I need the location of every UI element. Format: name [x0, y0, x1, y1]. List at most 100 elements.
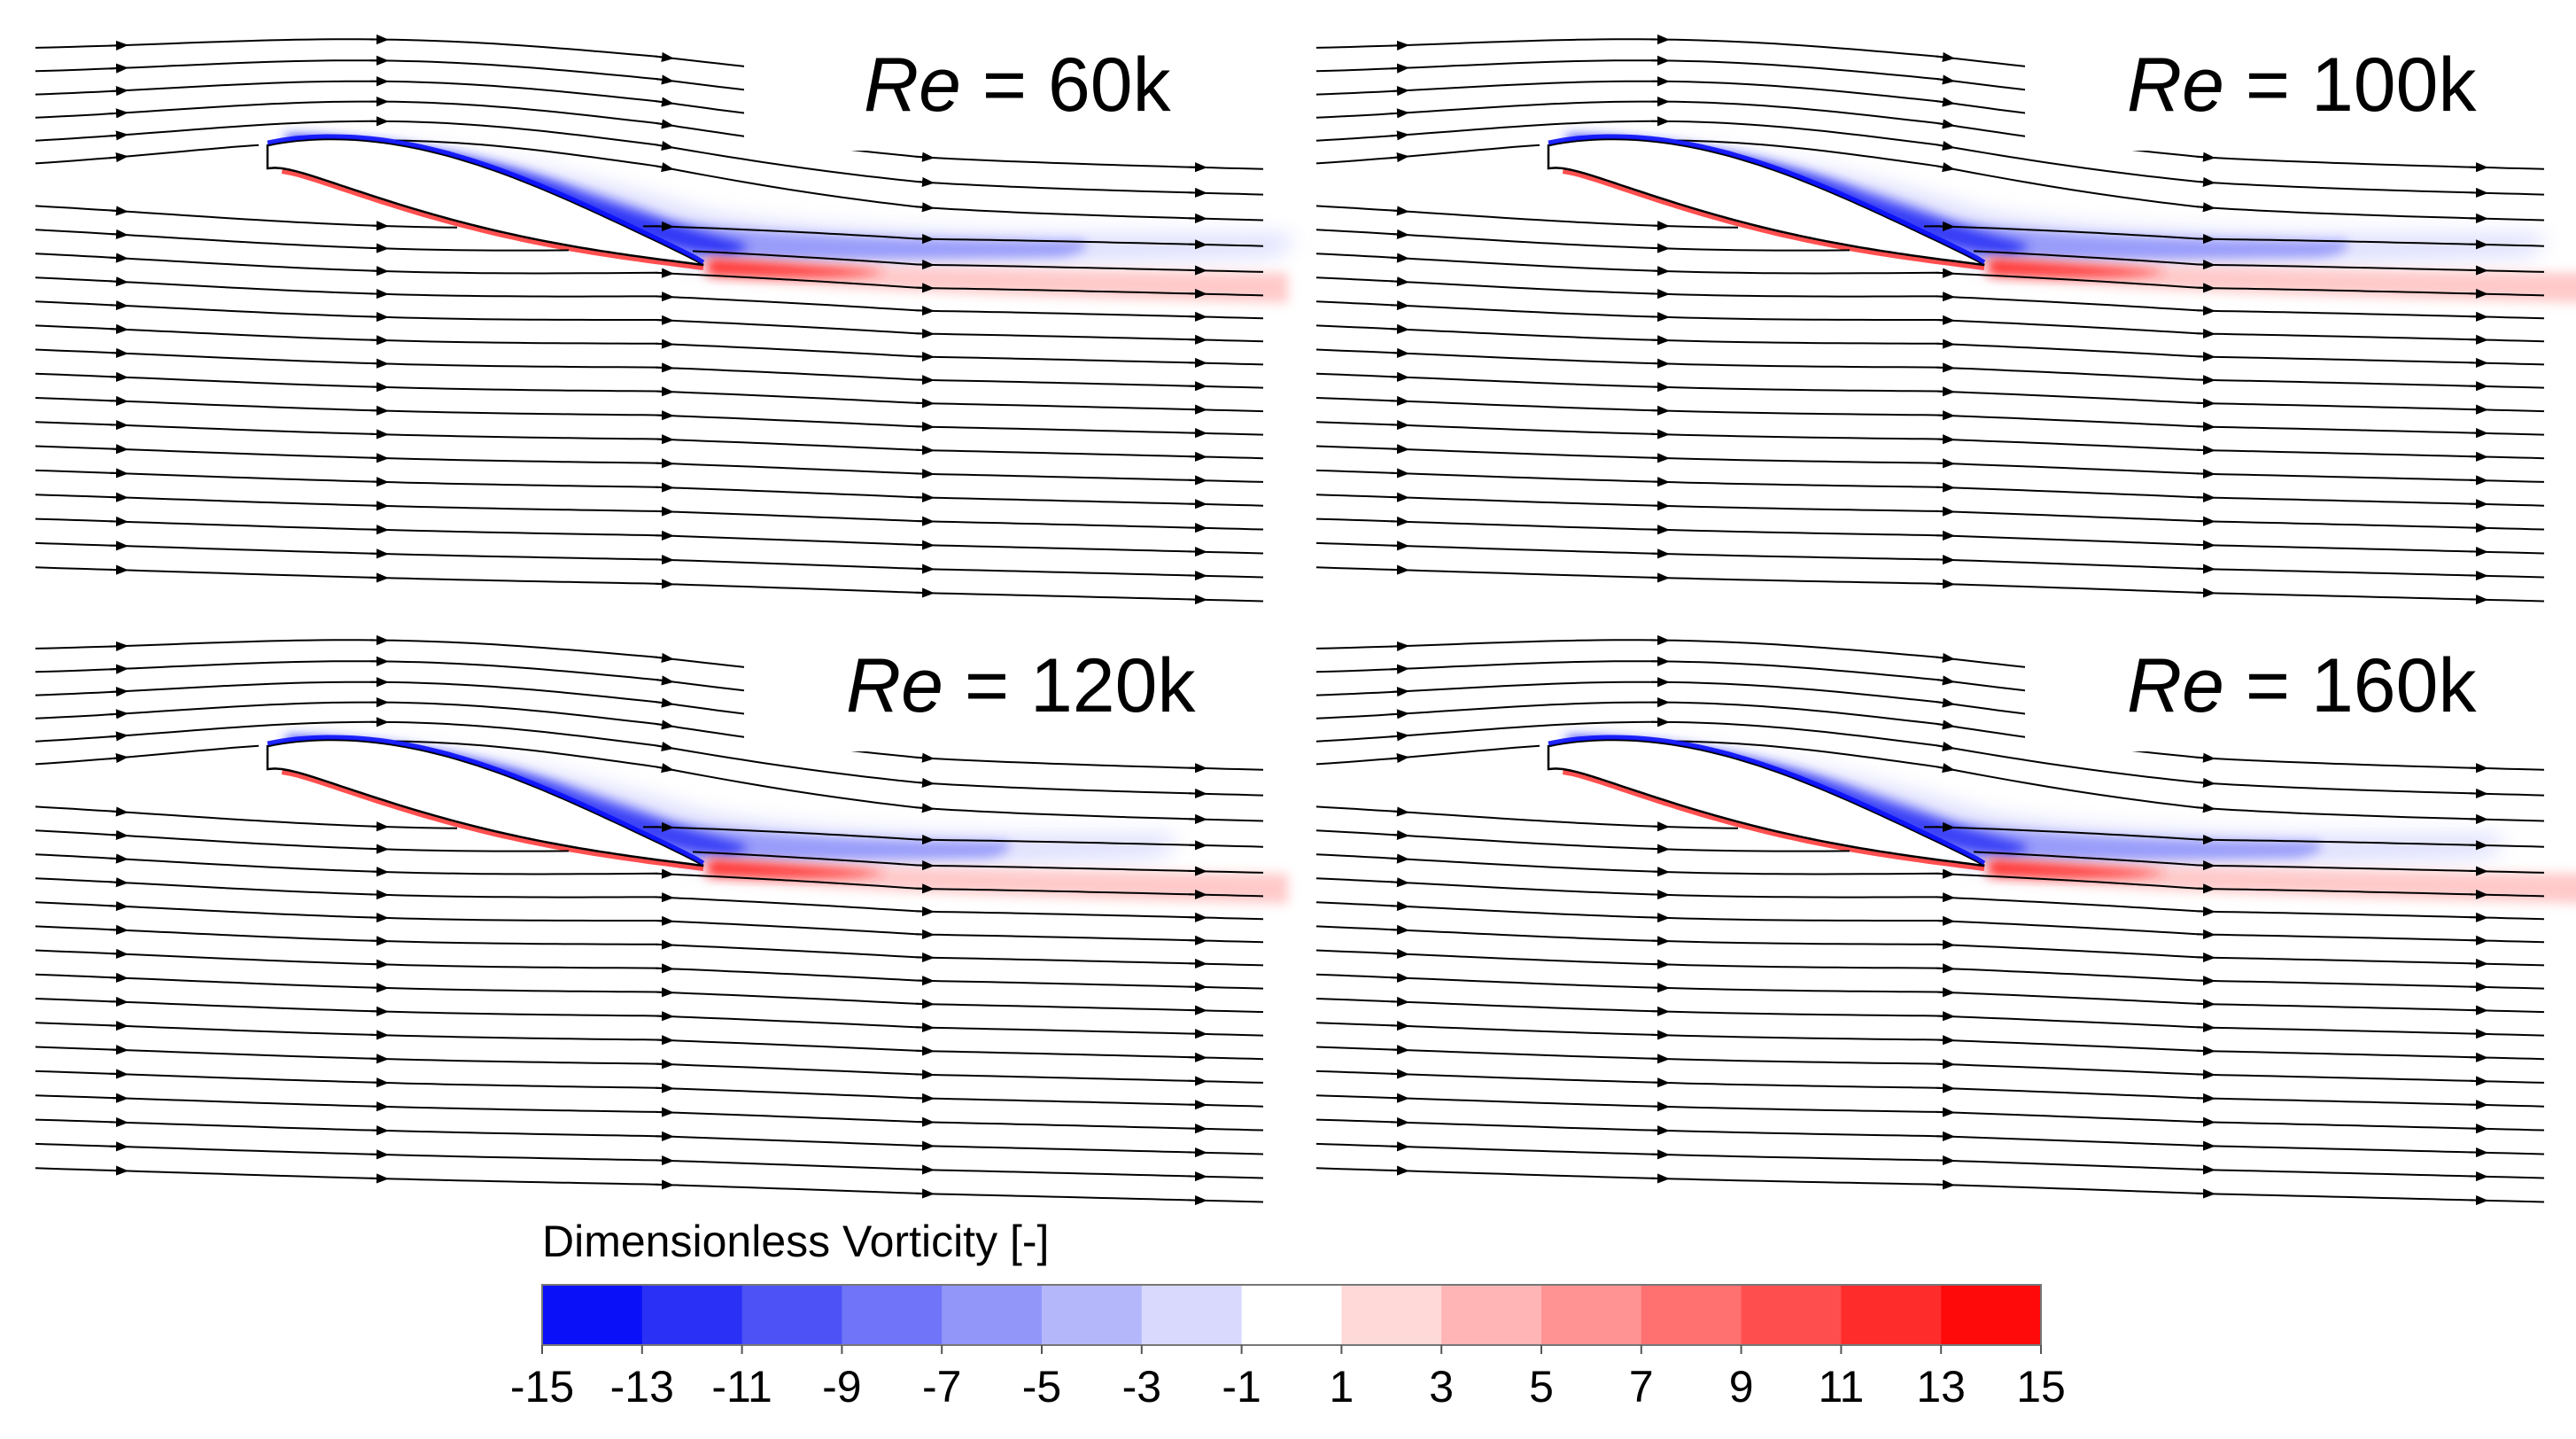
streamline-arrow: [369, 867, 389, 877]
streamline-arrow: [109, 948, 128, 959]
streamline-arrow: [1936, 1011, 1955, 1022]
panel-label: Re = 160k: [2127, 643, 2477, 728]
label-background: [744, 636, 1276, 751]
streamline-arrow: [2196, 202, 2215, 213]
streamline-arrow: [1390, 1069, 1409, 1079]
streamline-arrow: [915, 929, 935, 940]
streamline-arrow: [1390, 853, 1409, 864]
streamline-arrow: [655, 868, 674, 879]
streamline-arrow: [655, 434, 674, 445]
streamline-arrow: [655, 963, 674, 974]
airfoil: [1547, 735, 1986, 867]
streamline-arrow: [1936, 162, 1955, 173]
streamline: [1315, 494, 2545, 531]
streamline-arrow: [655, 119, 674, 129]
streamline: [35, 566, 1264, 603]
streamline-arrow: [1390, 419, 1409, 431]
colorbar-swatch: [842, 1285, 943, 1345]
streamline-arrow: [109, 687, 128, 697]
streamline-arrow: [655, 482, 674, 493]
streamline: [35, 421, 1264, 460]
streamline-arrow: [1936, 963, 1955, 974]
streamline-arrow: [1390, 63, 1409, 74]
streamline-arrow: [109, 86, 128, 97]
streamline-arrow: [915, 469, 935, 479]
streamline-arrow: [915, 421, 935, 432]
streamline: [1315, 1022, 2545, 1061]
streamline-arrow: [1936, 506, 1955, 517]
streamline-arrow: [915, 1022, 935, 1033]
streamline-arrow: [655, 386, 674, 397]
positive-vorticity-core: [1990, 860, 2167, 878]
streamline-arrow: [109, 709, 128, 720]
streamline: [35, 517, 1264, 555]
streamline: [35, 925, 1264, 967]
lower-surface-vorticity: [1562, 769, 1985, 871]
upper-surface-vorticity: [267, 735, 705, 866]
streamline: [35, 397, 1264, 436]
colorbar-tick-label: -9: [822, 1362, 861, 1412]
streamline-arrow: [1936, 1155, 1955, 1166]
streamline-arrow: [655, 915, 674, 926]
colorbar-tick-label: 5: [1529, 1362, 1554, 1412]
streamline-arrow: [655, 458, 674, 469]
streamline-arrow: [1390, 323, 1409, 334]
streamline: [35, 541, 1264, 579]
colorbar-tick-label: 11: [1818, 1362, 1864, 1412]
colorbar-swatch: [1341, 1285, 1442, 1345]
streamline: [35, 120, 1264, 196]
streamline-arrow: [1390, 877, 1409, 888]
streamline-arrow: [369, 221, 389, 231]
positive-vorticity-core: [709, 259, 886, 277]
streamline-arrow: [1936, 1035, 1955, 1046]
label-background: [2025, 636, 2557, 751]
streamline: [1315, 1142, 2545, 1179]
streamline-arrow: [915, 777, 935, 789]
lower-surface-vorticity: [281, 168, 704, 270]
upper-surface-vorticity: [267, 134, 705, 265]
streamline-arrow: [1936, 119, 1955, 129]
streamline: [1315, 853, 2545, 898]
streamline-arrow: [1936, 763, 1955, 774]
streamline: [1315, 949, 2545, 990]
streamline-arrow: [1390, 444, 1409, 455]
panel-re-160k: Re = 160k: [1315, 634, 2576, 1206]
streamline-arrow: [109, 731, 128, 742]
streamline: [1315, 253, 2545, 297]
streamline-arrow: [1390, 829, 1409, 840]
streamline: [35, 276, 1264, 320]
streamline: [35, 1022, 1264, 1061]
streamline-arrow: [655, 221, 674, 232]
streamline: [35, 300, 1264, 343]
panel-re-100k: Re = 100k: [1315, 34, 2576, 605]
streamline-arrow: [109, 641, 128, 651]
streamline: [1315, 517, 2545, 555]
streamline-arrow: [109, 806, 128, 817]
streamline-arrow: [1390, 731, 1409, 742]
streamline: [35, 139, 1264, 222]
streamline-arrow: [1390, 709, 1409, 720]
streamline-arrow: [1390, 152, 1409, 163]
streamline: [35, 372, 1264, 413]
streamline-arrow: [1390, 40, 1409, 51]
streamline: [1315, 877, 2545, 921]
streamline-arrow: [109, 877, 128, 888]
streamline-arrow: [1936, 434, 1955, 445]
streamline-arrow: [655, 697, 674, 708]
streamline-arrow: [655, 506, 674, 517]
streamline-arrow: [109, 444, 128, 455]
streamline-arrow: [2196, 283, 2215, 293]
streamline-arrow: [1390, 1045, 1409, 1055]
streamline: [1315, 120, 2545, 196]
streamline-arrow: [1936, 697, 1955, 708]
streamline-arrow: [1390, 108, 1409, 119]
streamline-arrow: [109, 419, 128, 431]
streamline-arrow: [369, 266, 389, 276]
streamline: [1315, 1167, 2545, 1203]
streamline-arrow: [655, 675, 674, 686]
streamline-arrow: [1936, 868, 1955, 879]
streamline: [35, 1070, 1264, 1108]
streamline-arrow: [655, 1155, 674, 1166]
colorbar-swatches: [542, 1285, 2042, 1345]
colorbar-frame: [541, 1284, 2042, 1346]
